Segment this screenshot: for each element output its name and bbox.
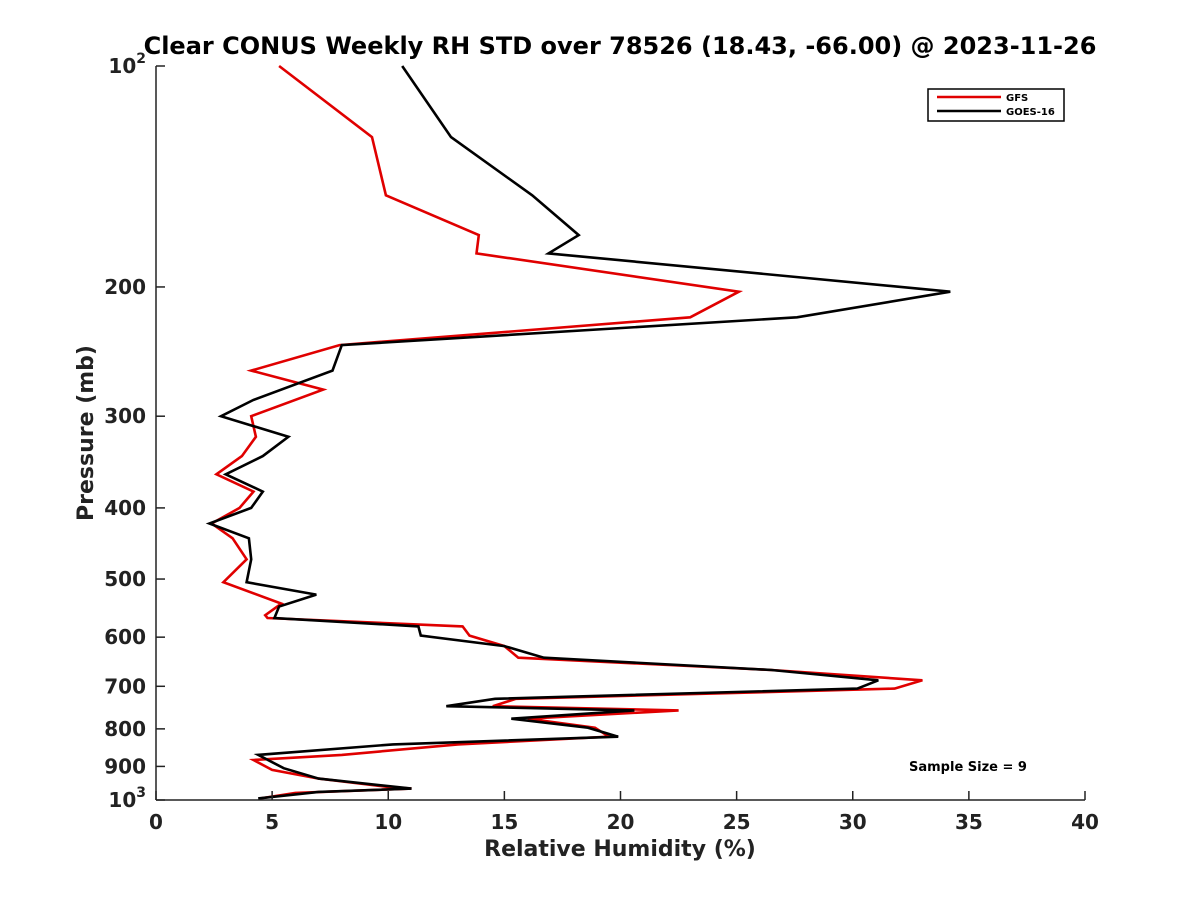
x-tick-label: 15 xyxy=(490,810,518,834)
x-tick-label: 35 xyxy=(955,810,983,834)
series-line-gfs xyxy=(209,64,923,800)
y-tick-label: 600 xyxy=(104,625,146,649)
x-tick-label: 20 xyxy=(607,810,635,834)
y-tick-label: 200 xyxy=(104,275,146,299)
legend: GFS GOES-16 xyxy=(927,88,1065,122)
chart-title: Clear CONUS Weekly RH STD over 78526 (18… xyxy=(144,32,1097,60)
y-tick-label: 103 xyxy=(108,785,146,812)
x-tick-label: 10 xyxy=(374,810,402,834)
x-tick-label: 25 xyxy=(723,810,751,834)
y-tick-label: 102 xyxy=(108,51,146,78)
legend-label-goes: GOES-16 xyxy=(1006,107,1055,118)
y-tick-label: 700 xyxy=(104,674,146,698)
y-tick-label: 900 xyxy=(104,754,146,778)
plot-area xyxy=(205,64,951,800)
series-line-goes-16 xyxy=(205,65,951,800)
axes: 0 5 10 15 20 25 30 35 40 102 200 300 400 500 600 700 800… xyxy=(104,51,1099,834)
y-tick-label: 400 xyxy=(104,496,146,520)
y-tick-label: 800 xyxy=(104,717,146,741)
sample-size-annotation: Sample Size = 9 xyxy=(909,760,1027,775)
x-tick-label: 0 xyxy=(149,810,163,834)
y-axis-label: Pressure (mb) xyxy=(74,345,99,521)
x-tick-label: 5 xyxy=(265,810,279,834)
x-tick-label: 40 xyxy=(1071,810,1099,834)
legend-box xyxy=(927,88,1065,122)
y-tick-label: 300 xyxy=(104,404,146,428)
x-tick-label: 30 xyxy=(839,810,867,834)
y-tick-label: 500 xyxy=(104,567,146,591)
x-axis-label: Relative Humidity (%) xyxy=(484,837,756,862)
legend-label-gfs: GFS xyxy=(1006,93,1028,104)
